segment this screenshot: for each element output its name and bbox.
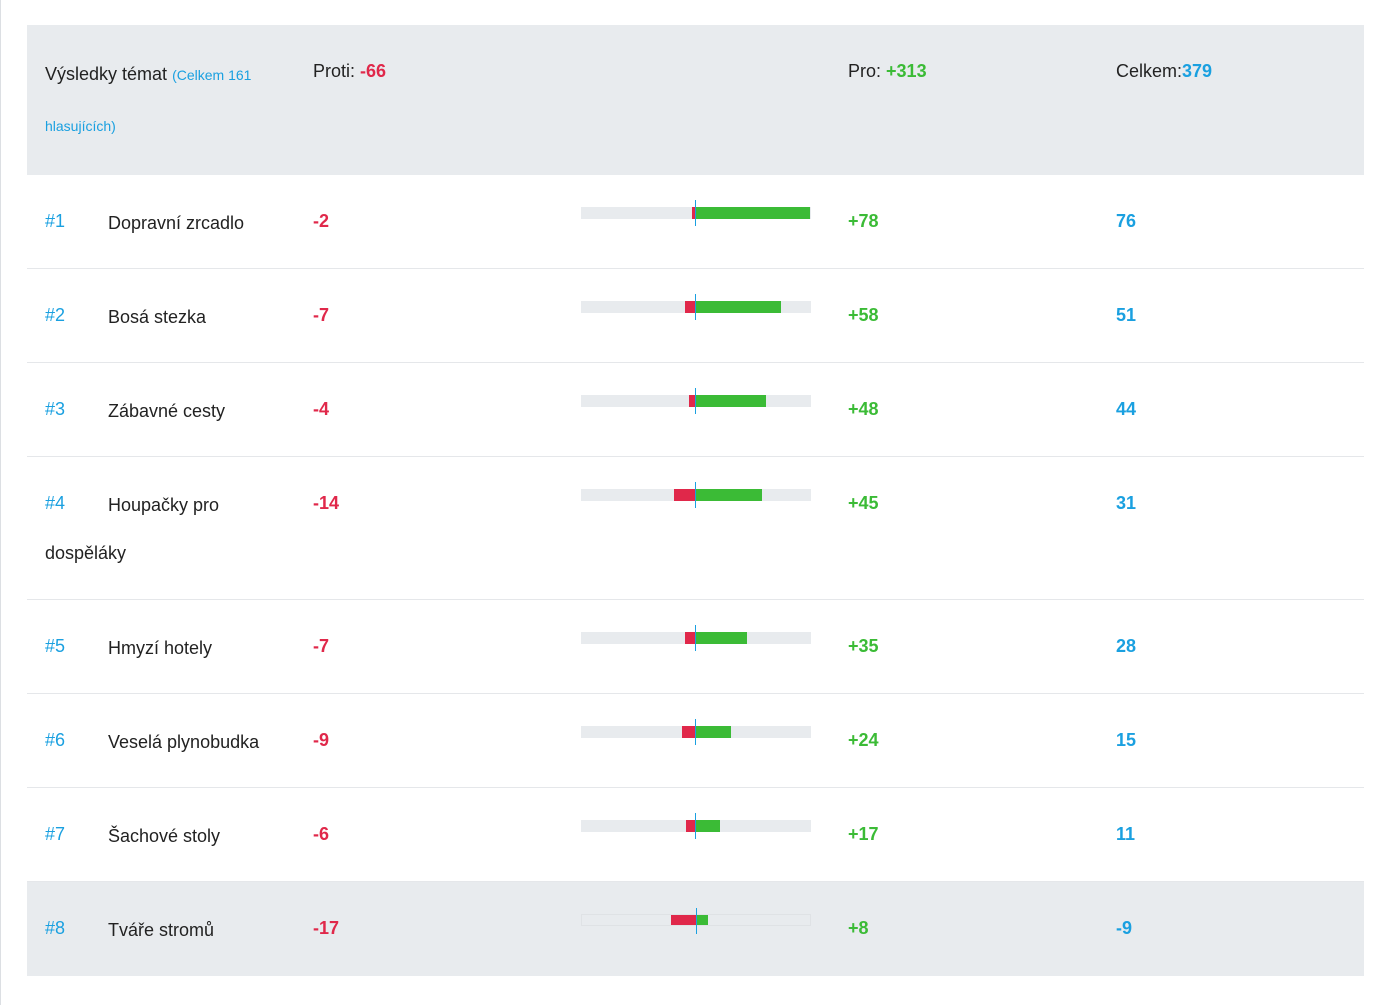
topic-name: Tváře stromů (108, 920, 215, 940)
result-row: Dopravní zrcadlo #1 -2 +78 76 (27, 175, 1364, 269)
vote-bar-axis (696, 908, 697, 934)
vote-bar-for (695, 820, 720, 832)
vote-bar-against (689, 395, 695, 407)
results-title: Výsledky témat (Celkem 161 hlasujících) (45, 49, 285, 151)
topic-against: -14 (313, 493, 340, 513)
topic-name: Houpačky pro dospěláky (45, 495, 220, 563)
result-row: Zábavné cesty #3 -4 +48 44 (27, 363, 1364, 457)
topic-against: -7 (313, 305, 330, 325)
vote-bar-for (695, 301, 781, 313)
results-header: Výsledky témat (Celkem 161 hlasujících) … (27, 25, 1364, 175)
topic-against: -17 (313, 918, 340, 938)
topic-rank: #7 (45, 824, 66, 844)
result-row: Tváře stromů #8 -17 +8 -9 (27, 882, 1364, 976)
vote-bar-axis (695, 482, 696, 508)
result-row: Bosá stezka #2 -7 +58 51 (27, 269, 1364, 363)
results-table: Výsledky témat (Celkem 161 hlasujících) … (27, 25, 1364, 976)
topic-name: Hmyzí hotely (108, 638, 213, 658)
result-row: Houpačky pro dospěláky #4 -14 +45 31 (27, 457, 1364, 600)
results-title-text: Výsledky témat (45, 64, 168, 84)
topic-rank: #8 (45, 918, 66, 938)
vote-bar-against (692, 207, 695, 219)
topic-total: 28 (1116, 636, 1137, 656)
topic-for: +8 (848, 918, 869, 938)
topic-name: Zábavné cesty (108, 401, 226, 421)
topic-against: -6 (313, 824, 330, 844)
topic-name: Bosá stezka (108, 307, 207, 327)
vote-bar (581, 813, 811, 839)
topic-for: +24 (848, 730, 879, 750)
overall-summary: Celkem:379 (1116, 61, 1212, 82)
topic-total: 51 (1116, 305, 1137, 325)
vote-bar-axis (695, 625, 696, 651)
vote-bar (581, 719, 811, 745)
topic-rank: #3 (45, 399, 66, 419)
for-label: Pro: (848, 61, 882, 81)
against-total: -66 (360, 61, 387, 81)
topic-for: +48 (848, 399, 879, 419)
topic-for: +35 (848, 636, 879, 656)
topic-rank: #2 (45, 305, 66, 325)
topic-total: 44 (1116, 399, 1137, 419)
overall-total: 379 (1182, 61, 1213, 81)
topic-total: -9 (1116, 918, 1133, 938)
results-rows: Dopravní zrcadlo #1 -2 +78 76 Bosá stezk… (27, 175, 1364, 976)
vote-bar-axis (695, 719, 696, 745)
topic-against: -4 (313, 399, 330, 419)
vote-bar-for (696, 915, 708, 925)
topic-total: 11 (1116, 824, 1136, 844)
against-summary: Proti: -66 (313, 61, 386, 82)
topic-for: +17 (848, 824, 879, 844)
topic-against: -2 (313, 211, 330, 231)
topic-rank: #6 (45, 730, 66, 750)
topic-for: +78 (848, 211, 879, 231)
topic-against: -9 (313, 730, 330, 750)
vote-bar-against (682, 726, 695, 738)
topic-total: 76 (1116, 211, 1137, 231)
vote-bar (581, 200, 811, 226)
topic-rank: #4 (45, 493, 66, 513)
topic-rank: #5 (45, 636, 66, 656)
topic-against: -7 (313, 636, 330, 656)
for-total: +313 (886, 61, 927, 81)
vote-bar (581, 482, 811, 508)
against-label: Proti: (313, 61, 356, 81)
topic-total: 31 (1116, 493, 1137, 513)
topic-name: Dopravní zrcadlo (108, 213, 245, 233)
vote-bar-axis (695, 200, 696, 226)
vote-bar-against (671, 915, 696, 925)
topic-total: 15 (1116, 730, 1137, 750)
vote-bar (581, 388, 811, 414)
vote-bar (581, 625, 811, 651)
vote-bar (581, 908, 811, 934)
vote-bar-for (695, 489, 762, 501)
vote-bar-for (695, 395, 766, 407)
result-row: Hmyzí hotely #5 -7 +35 28 (27, 600, 1364, 694)
topic-for: +58 (848, 305, 879, 325)
vote-bar-axis (695, 294, 696, 320)
vote-bar-against (685, 632, 695, 644)
vote-bar-for (695, 726, 731, 738)
topic-rank: #1 (45, 211, 66, 231)
vote-bar-against (674, 489, 695, 501)
topic-name: Šachové stoly (108, 826, 221, 846)
vote-bar-for (695, 632, 747, 644)
vote-bar-for (695, 207, 810, 219)
result-row: Veselá plynobudka #6 -9 +24 15 (27, 694, 1364, 788)
voters-count: (Celkem 161 hlasujících) (45, 67, 252, 134)
result-row: Šachové stoly #7 -6 +17 11 (27, 788, 1364, 882)
vote-bar (581, 294, 811, 320)
topic-for: +45 (848, 493, 879, 513)
vote-bar-against (686, 820, 695, 832)
total-label: Celkem: (1116, 61, 1183, 81)
vote-bar-axis (695, 388, 696, 414)
topic-name: Veselá plynobudka (108, 732, 260, 752)
vote-bar-axis (695, 813, 696, 839)
for-summary: Pro: +313 (848, 61, 927, 82)
vote-bar-against (685, 301, 695, 313)
